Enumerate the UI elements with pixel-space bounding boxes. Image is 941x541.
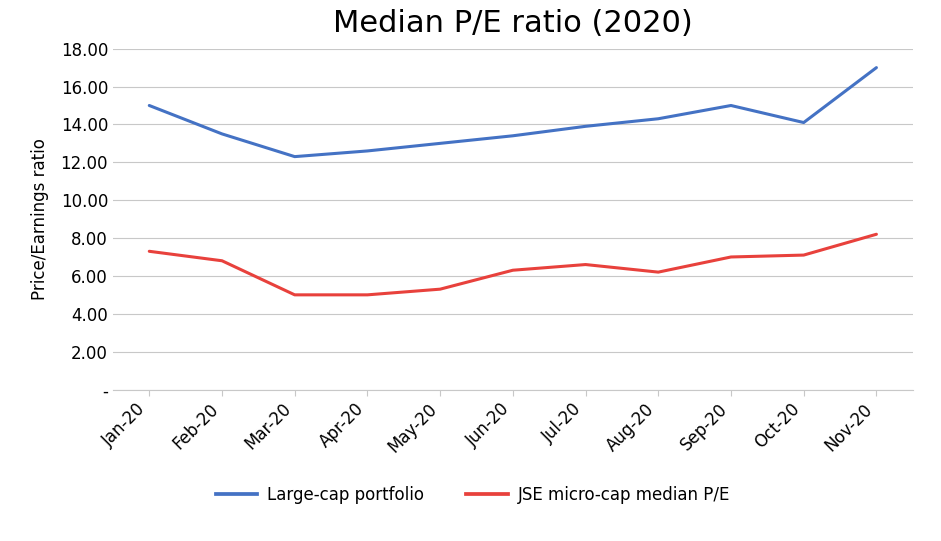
Title: Median P/E ratio (2020): Median P/E ratio (2020) [333,9,693,38]
JSE micro-cap median P/E [216,258,228,264]
Large-cap portfolio [870,64,882,71]
JSE micro-cap median P/E [361,292,373,298]
JSE micro-cap median P/E [798,252,809,259]
JSE micro-cap median P/E [144,248,155,254]
Large-cap portfolio [289,154,300,160]
Large-cap portfolio [726,102,737,109]
JSE micro-cap median P/E [507,267,518,273]
JSE micro-cap median P/E [435,286,446,292]
JSE micro-cap median P/E [726,254,737,260]
JSE micro-cap median P/E [580,261,591,268]
Line: Large-cap portfolio: Large-cap portfolio [150,68,876,157]
JSE micro-cap median P/E [870,231,882,237]
Large-cap portfolio [507,133,518,139]
Large-cap portfolio [580,123,591,129]
Large-cap portfolio [435,140,446,147]
Large-cap portfolio [798,120,809,126]
Large-cap portfolio [361,148,373,154]
Line: JSE micro-cap median P/E: JSE micro-cap median P/E [150,234,876,295]
Large-cap portfolio [144,102,155,109]
Legend: Large-cap portfolio, JSE micro-cap median P/E: Large-cap portfolio, JSE micro-cap media… [209,479,737,511]
Y-axis label: Price/Earnings ratio: Price/Earnings ratio [31,138,50,300]
Large-cap portfolio [216,131,228,137]
JSE micro-cap median P/E [653,269,664,275]
Large-cap portfolio [653,116,664,122]
JSE micro-cap median P/E [289,292,300,298]
